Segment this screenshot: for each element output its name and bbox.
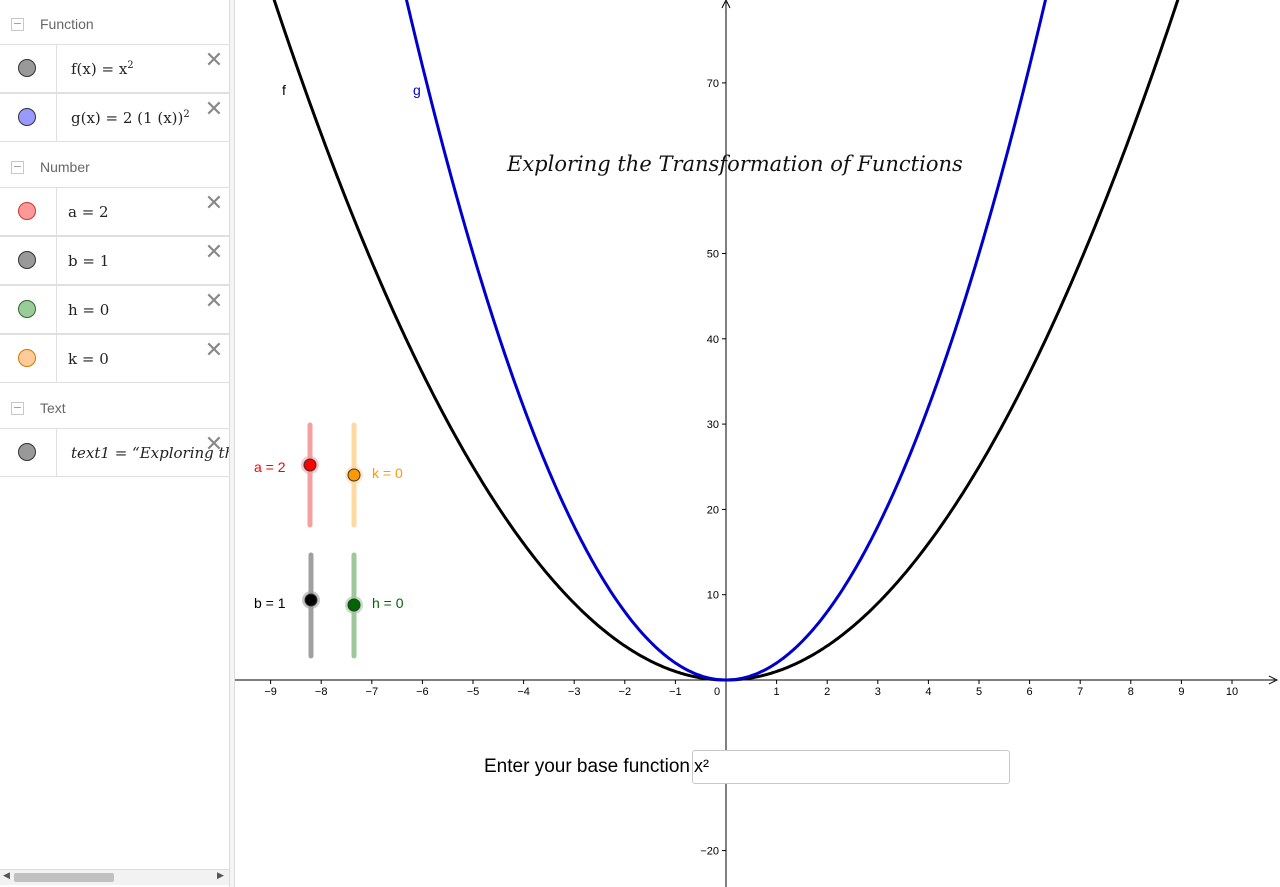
item-expression[interactable]: text1 = “Exploring the [71,444,229,462]
item-expression[interactable]: f(x) = x2 [71,60,134,78]
slider-label-k: k = 0 [372,465,403,481]
x-tick-label: 0 [714,686,720,698]
x-tick-label: −8 [315,686,328,698]
y-tick-label: −20 [700,846,719,858]
slider-knob-a[interactable] [303,458,317,472]
slider-label-h: h = 0 [372,595,404,611]
y-tick-label: 40 [707,334,719,346]
algebra-item-f[interactable]: f(x) = x2 ✕ [0,44,229,93]
algebra-item-h[interactable]: h = 0 ✕ [0,285,229,334]
group-header-text[interactable]: − Text [0,386,229,430]
graphics-view[interactable]: −9 −8 −7 −6 −5 −4 −3 −2 −1 0 1 2 3 4 5 6 7 8 9 10 70 50 40 30 20… [235,0,1280,887]
slider-label-b: b = 1 [254,595,286,611]
graph-canvas[interactable]: −9 −8 −7 −6 −5 −4 −3 −2 −1 0 1 2 3 4 5 6 7 8 9 10 70 50 40 30 20… [235,0,1280,887]
y-axis-arrow-icon [721,0,731,9]
slider-knob-b[interactable] [304,593,318,607]
slider-knob-h[interactable] [347,598,361,612]
scroll-right-icon[interactable]: ▶ [217,871,224,881]
x-tick-label: −5 [467,686,480,698]
collapse-icon[interactable]: − [11,401,24,415]
delete-icon[interactable]: ✕ [204,48,224,73]
x-tick-label: 1 [774,686,780,698]
x-tick-label: 5 [976,686,982,698]
algebra-view: − Function f(x) = x2 ✕ g(x) = 2 (1 (x))2… [0,0,229,887]
delete-icon[interactable]: ✕ [204,240,224,265]
x-tick-label: −3 [568,686,581,698]
item-expression[interactable]: k = 0 [68,350,109,368]
curve-label-g: g [413,82,421,98]
visibility-toggle[interactable] [18,251,36,269]
x-tick-label: −1 [669,686,682,698]
x-tick-label: 2 [824,686,830,698]
visibility-toggle[interactable] [18,59,36,77]
x-tick-label: −7 [366,686,379,698]
item-expression[interactable]: g(x) = 2 (1 (x))2 [71,109,190,127]
curve-label-f: f [282,82,286,98]
x-tick-label: 9 [1178,686,1184,698]
x-tick-label: −2 [619,686,632,698]
group-header-function[interactable]: − Function [0,2,229,46]
group-label: Number [40,159,90,175]
x-tick-label: 7 [1077,686,1083,698]
visibility-toggle[interactable] [18,202,36,220]
scroll-thumb[interactable] [14,873,114,882]
input-label: Enter your base function [484,756,690,777]
group-header-number[interactable]: − Number [0,145,229,189]
visibility-toggle[interactable] [18,300,36,318]
collapse-icon[interactable]: − [11,17,24,31]
algebra-item-k[interactable]: k = 0 ✕ [0,334,229,383]
curve-g [404,0,1048,682]
y-tick-label: 50 [707,249,719,261]
delete-icon[interactable]: ✕ [204,338,224,363]
horizontal-scrollbar[interactable]: ◀ ▶ [0,869,229,885]
algebra-item-b[interactable]: b = 1 ✕ [0,236,229,285]
x-tick-label: 10 [1226,686,1238,698]
x-tick-label: 6 [1027,686,1033,698]
title-text[interactable]: Exploring the Transformation of Function… [507,152,963,176]
delete-icon[interactable]: ✕ [204,289,224,314]
scroll-left-icon[interactable]: ◀ [3,871,10,881]
group-label: Text [40,400,66,416]
x-tick-label: 3 [875,686,881,698]
y-tick-label: 20 [707,504,719,516]
visibility-toggle[interactable] [18,349,36,367]
delete-icon[interactable]: ✕ [204,97,224,122]
visibility-toggle[interactable] [18,108,36,126]
item-expression[interactable]: a = 2 [68,203,109,221]
x-axis-arrow-icon [1268,675,1279,685]
delete-icon[interactable]: ✕ [204,432,224,457]
algebra-item-a[interactable]: a = 2 ✕ [0,187,229,236]
x-tick-label: −4 [517,686,530,698]
group-label: Function [40,16,94,32]
y-tick-label: 10 [707,590,719,602]
panel-divider[interactable] [229,0,235,887]
item-expression[interactable]: h = 0 [68,301,110,319]
x-tick-label: 4 [925,686,931,698]
slider-knob-k[interactable] [347,468,361,482]
collapse-icon[interactable]: − [11,160,24,174]
algebra-item-g[interactable]: g(x) = 2 (1 (x))2 ✕ [0,93,229,142]
x-tick-label: −6 [416,686,429,698]
y-tick-label: 70 [707,78,719,90]
item-expression[interactable]: b = 1 [68,252,110,270]
algebra-item-text1[interactable]: text1 = “Exploring the ✕ [0,428,229,477]
slider-label-a: a = 2 [254,459,286,475]
delete-icon[interactable]: ✕ [204,191,224,216]
visibility-toggle[interactable] [18,443,36,461]
x-tick-label: −9 [264,686,277,698]
y-tick-label: 30 [707,419,719,431]
base-function-value[interactable]: x² [694,756,709,776]
base-function-input[interactable] [692,750,1010,784]
x-tick-label: 8 [1128,686,1134,698]
